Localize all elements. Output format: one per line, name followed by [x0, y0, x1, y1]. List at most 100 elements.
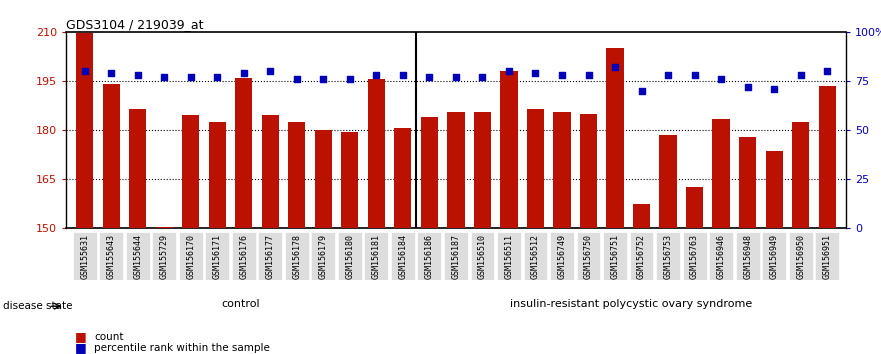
FancyBboxPatch shape: [815, 232, 839, 280]
Text: ■: ■: [75, 341, 86, 354]
Text: GSM155644: GSM155644: [133, 234, 142, 279]
Point: [529, 70, 543, 76]
Text: GSM156184: GSM156184: [398, 234, 407, 279]
Text: control: control: [221, 298, 260, 309]
Point: [820, 68, 834, 74]
Bar: [209, 122, 226, 228]
Bar: [129, 109, 146, 228]
Bar: [421, 117, 438, 228]
Bar: [792, 122, 810, 228]
FancyBboxPatch shape: [338, 232, 362, 280]
Bar: [76, 34, 93, 228]
FancyBboxPatch shape: [232, 232, 255, 280]
FancyBboxPatch shape: [470, 232, 494, 280]
FancyBboxPatch shape: [152, 232, 176, 280]
Point: [634, 88, 648, 94]
Point: [183, 74, 197, 80]
Bar: [766, 152, 783, 228]
FancyBboxPatch shape: [73, 232, 97, 280]
FancyBboxPatch shape: [788, 232, 812, 280]
Text: GSM155643: GSM155643: [107, 234, 115, 279]
FancyBboxPatch shape: [497, 232, 521, 280]
Point: [608, 64, 622, 70]
FancyBboxPatch shape: [418, 232, 441, 280]
FancyBboxPatch shape: [523, 232, 547, 280]
Text: insulin-resistant polycystic ovary syndrome: insulin-resistant polycystic ovary syndr…: [509, 298, 751, 309]
Bar: [395, 129, 411, 228]
Text: GSM155729: GSM155729: [159, 234, 168, 279]
Text: GSM156946: GSM156946: [716, 234, 726, 279]
Bar: [686, 187, 703, 228]
Point: [157, 74, 171, 80]
Bar: [367, 79, 385, 228]
FancyBboxPatch shape: [656, 232, 680, 280]
Text: GSM156751: GSM156751: [611, 234, 619, 279]
FancyBboxPatch shape: [311, 232, 336, 280]
Text: GSM156749: GSM156749: [558, 234, 566, 279]
Point: [316, 76, 330, 82]
Text: GSM156180: GSM156180: [345, 234, 354, 279]
FancyBboxPatch shape: [736, 232, 759, 280]
Bar: [606, 48, 624, 228]
Text: percentile rank within the sample: percentile rank within the sample: [94, 343, 270, 353]
Text: GSM156170: GSM156170: [186, 234, 196, 279]
Point: [502, 68, 516, 74]
Text: GSM156171: GSM156171: [212, 234, 222, 279]
Point: [237, 70, 251, 76]
Text: ■: ■: [75, 331, 86, 343]
Point: [343, 76, 357, 82]
Point: [130, 72, 144, 78]
Text: GSM156187: GSM156187: [451, 234, 461, 279]
Point: [211, 74, 225, 80]
Bar: [818, 86, 836, 228]
FancyBboxPatch shape: [100, 232, 123, 280]
Point: [290, 76, 304, 82]
Bar: [341, 132, 359, 228]
Bar: [580, 114, 597, 228]
Bar: [739, 137, 756, 228]
Text: GSM156181: GSM156181: [372, 234, 381, 279]
Bar: [182, 115, 199, 228]
Bar: [156, 227, 173, 228]
Text: GSM156179: GSM156179: [319, 234, 328, 279]
Point: [767, 86, 781, 92]
Bar: [262, 115, 279, 228]
Point: [687, 72, 701, 78]
Text: disease state: disease state: [3, 301, 72, 311]
Point: [581, 72, 596, 78]
Text: GDS3104 / 219039_at: GDS3104 / 219039_at: [66, 18, 204, 31]
Point: [263, 68, 278, 74]
Bar: [474, 112, 491, 228]
Point: [369, 72, 383, 78]
Bar: [288, 122, 306, 228]
Text: count: count: [94, 332, 123, 342]
Bar: [527, 109, 544, 228]
Bar: [102, 84, 120, 228]
FancyBboxPatch shape: [762, 232, 786, 280]
Text: GSM156763: GSM156763: [690, 234, 700, 279]
Text: GSM156512: GSM156512: [531, 234, 540, 279]
Point: [104, 70, 118, 76]
Bar: [633, 204, 650, 228]
Point: [794, 72, 808, 78]
FancyBboxPatch shape: [205, 232, 229, 280]
Bar: [235, 78, 252, 228]
Point: [396, 72, 410, 78]
Bar: [713, 119, 729, 228]
Point: [476, 74, 490, 80]
FancyBboxPatch shape: [550, 232, 574, 280]
Text: GSM156176: GSM156176: [240, 234, 248, 279]
Text: GSM156510: GSM156510: [478, 234, 487, 279]
Bar: [660, 135, 677, 228]
Point: [448, 74, 463, 80]
Text: GSM156949: GSM156949: [770, 234, 779, 279]
Point: [661, 72, 675, 78]
Text: GSM156752: GSM156752: [637, 234, 646, 279]
Point: [78, 68, 92, 74]
FancyBboxPatch shape: [709, 232, 733, 280]
Text: GSM156951: GSM156951: [823, 234, 832, 279]
Text: GSM156178: GSM156178: [292, 234, 301, 279]
Point: [714, 76, 729, 82]
Text: GSM156511: GSM156511: [505, 234, 514, 279]
Text: GSM156177: GSM156177: [266, 234, 275, 279]
